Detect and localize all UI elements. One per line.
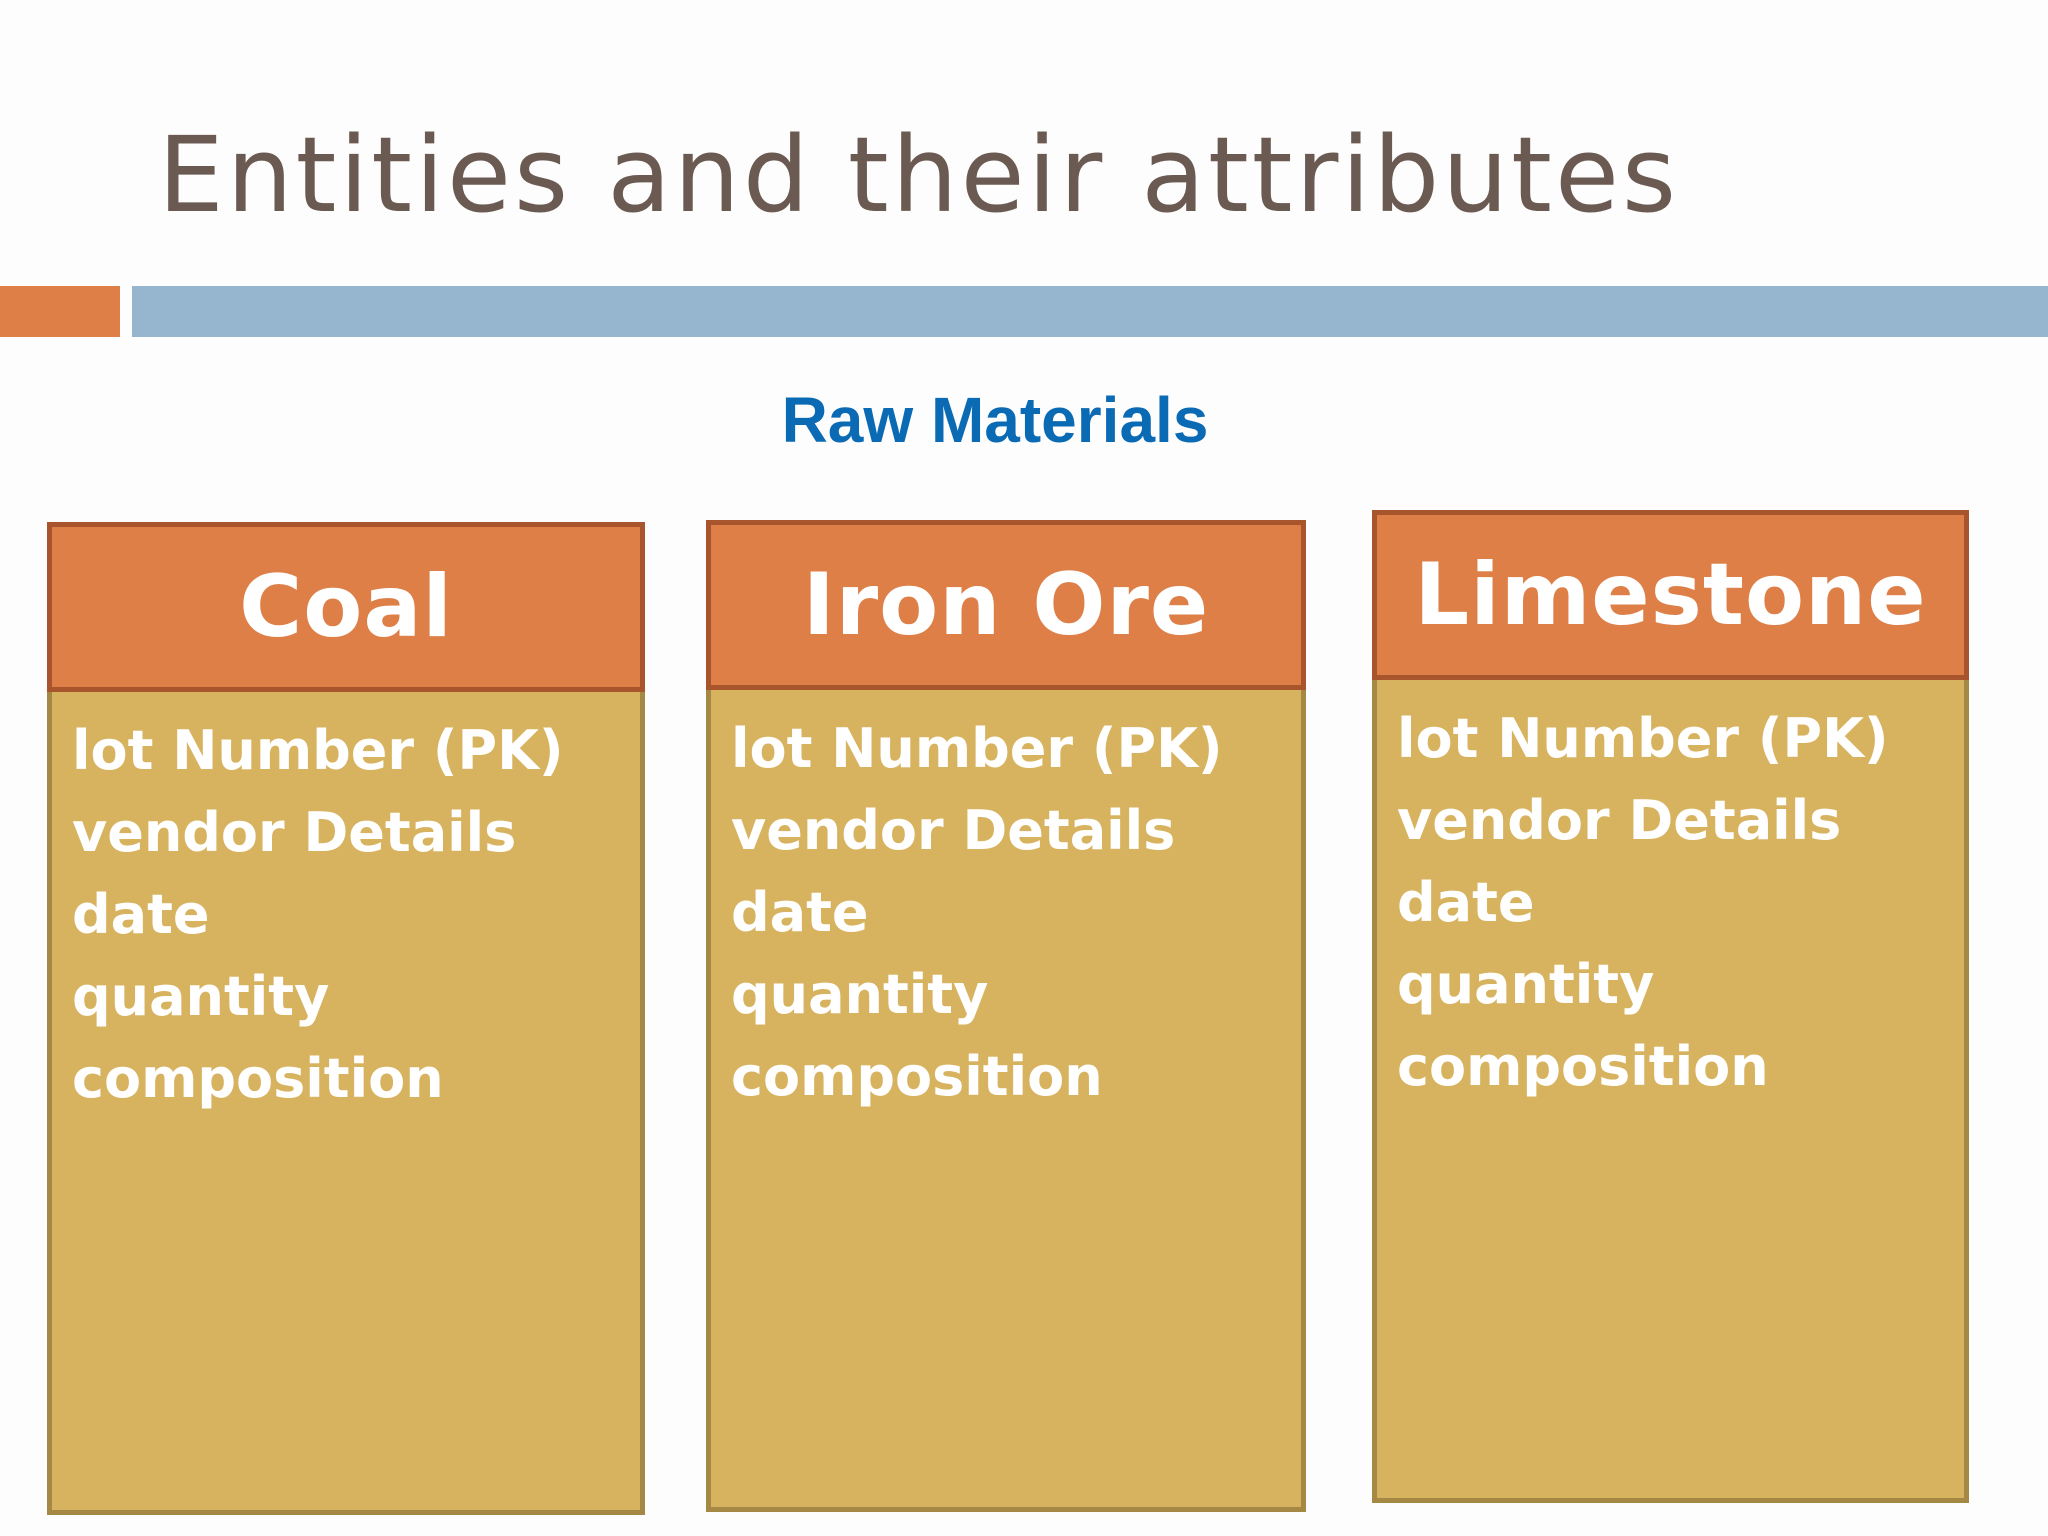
section-title: Raw Materials bbox=[781, 384, 1209, 456]
attribute-item: quantity bbox=[72, 965, 330, 1028]
attribute-item: vendor Details bbox=[731, 799, 1176, 862]
attribute-item: lot Number (PK) bbox=[72, 719, 564, 782]
attribute-list: lot Number (PK) vendor Details date quan… bbox=[1397, 698, 1964, 1108]
attribute-list: lot Number (PK) vendor Details date quan… bbox=[72, 710, 640, 1120]
entity-header: Iron Ore bbox=[706, 520, 1306, 690]
slide-title: Entities and their attributes bbox=[158, 114, 1680, 236]
attribute-item: date bbox=[731, 881, 869, 944]
entity-name: Coal bbox=[239, 557, 453, 657]
entity-box-coal: Coal lot Number (PK) vendor Details date… bbox=[47, 522, 645, 1515]
entity-box-limestone: Limestone lot Number (PK) vendor Details… bbox=[1372, 510, 1969, 1503]
entity-attributes: lot Number (PK) vendor Details date quan… bbox=[1372, 680, 1969, 1503]
attribute-item: composition bbox=[731, 1045, 1103, 1108]
entity-header: Limestone bbox=[1372, 510, 1969, 680]
attribute-item: lot Number (PK) bbox=[1397, 707, 1889, 770]
entity-name: Iron Ore bbox=[802, 555, 1210, 655]
entity-box-iron-ore: Iron Ore lot Number (PK) vendor Details … bbox=[706, 520, 1306, 1512]
attribute-item: composition bbox=[72, 1047, 444, 1110]
attribute-item: quantity bbox=[731, 963, 989, 1026]
title-divider-bar bbox=[132, 286, 2048, 337]
entity-header: Coal bbox=[47, 522, 645, 692]
attribute-item: composition bbox=[1397, 1035, 1769, 1098]
attribute-item: vendor Details bbox=[72, 801, 517, 864]
attribute-list: lot Number (PK) vendor Details date quan… bbox=[731, 708, 1301, 1118]
attribute-item: vendor Details bbox=[1397, 789, 1842, 852]
entity-name: Limestone bbox=[1414, 545, 1927, 645]
attribute-item: date bbox=[72, 883, 210, 946]
attribute-item: quantity bbox=[1397, 953, 1655, 1016]
attribute-item: date bbox=[1397, 871, 1535, 934]
attribute-item: lot Number (PK) bbox=[731, 717, 1223, 780]
accent-bar bbox=[0, 286, 120, 337]
entity-attributes: lot Number (PK) vendor Details date quan… bbox=[706, 690, 1306, 1512]
entity-attributes: lot Number (PK) vendor Details date quan… bbox=[47, 692, 645, 1515]
